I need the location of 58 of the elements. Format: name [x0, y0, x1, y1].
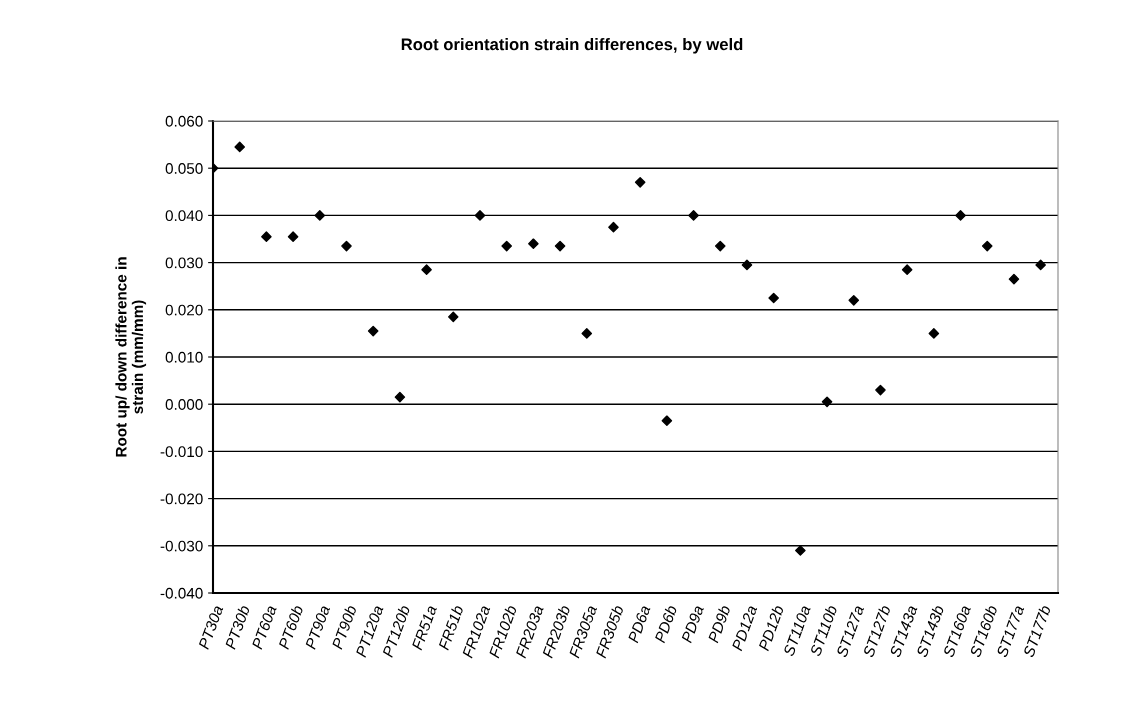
point: [501, 240, 512, 252]
y-tick-label: -0.030: [160, 540, 203, 552]
point: [955, 210, 966, 221]
point: [928, 328, 940, 339]
point: [1008, 273, 1020, 285]
point: [287, 231, 299, 242]
point: [528, 238, 539, 250]
x-tick-label: PD6b: [653, 604, 678, 644]
x-tick-label: FR51a: [411, 604, 437, 651]
y-axis-title: Root up/ down difference in strain (mm/mm): [115, 257, 147, 457]
point: [394, 391, 406, 403]
x-tick-label: PT60a: [251, 604, 277, 650]
point: [554, 240, 566, 252]
point: [688, 210, 699, 221]
x-tick-label: PD12a: [731, 604, 758, 652]
point: [1035, 259, 1046, 271]
point: [634, 177, 646, 188]
point: [714, 240, 726, 252]
x-tick-label: PT90b: [331, 604, 357, 650]
point: [608, 221, 619, 233]
x-tick-label: PT60b: [277, 604, 304, 650]
y-tick-label: 0.020: [165, 304, 203, 316]
point: [768, 292, 779, 304]
x-tick-label: PD12b: [757, 604, 785, 652]
point: [421, 264, 432, 275]
point: [875, 384, 886, 396]
y-tick-label: 0.040: [165, 210, 203, 222]
point: [848, 295, 860, 306]
point: [741, 259, 753, 271]
y-tick-label: 0.030: [165, 257, 203, 269]
point: [474, 210, 486, 221]
point: [581, 328, 593, 339]
point: [795, 545, 806, 556]
y-tick-label: -0.020: [160, 493, 203, 505]
y-tick-label: -0.040: [160, 587, 203, 599]
x-tick-label: PT90a: [304, 604, 331, 650]
point: [661, 415, 673, 427]
y-tick-label: 0.000: [165, 399, 203, 410]
y-tick-label: 0.050: [165, 163, 203, 174]
point: [901, 264, 913, 275]
x-tick-label: PT30a: [198, 604, 224, 650]
x-tick-label: FR51b: [437, 604, 464, 651]
chart-title: Root orientation strain differences, by weld: [401, 38, 743, 54]
point: [261, 231, 272, 242]
y-tick-label: 0.060: [165, 115, 203, 127]
y-tick-label: 0.010: [165, 351, 203, 363]
point: [234, 141, 246, 153]
x-tick-label: PD9b: [707, 604, 731, 644]
x-tick-label: PD6a: [627, 604, 651, 644]
x-tick-label: PT30b: [224, 604, 251, 650]
y-tick-label: -0.010: [160, 446, 203, 458]
x-tick-label: PD9a: [681, 604, 704, 644]
point: [821, 396, 833, 408]
point: [447, 311, 459, 323]
point: [341, 240, 352, 252]
point: [314, 210, 326, 221]
point: [981, 240, 993, 252]
point: [367, 325, 379, 337]
